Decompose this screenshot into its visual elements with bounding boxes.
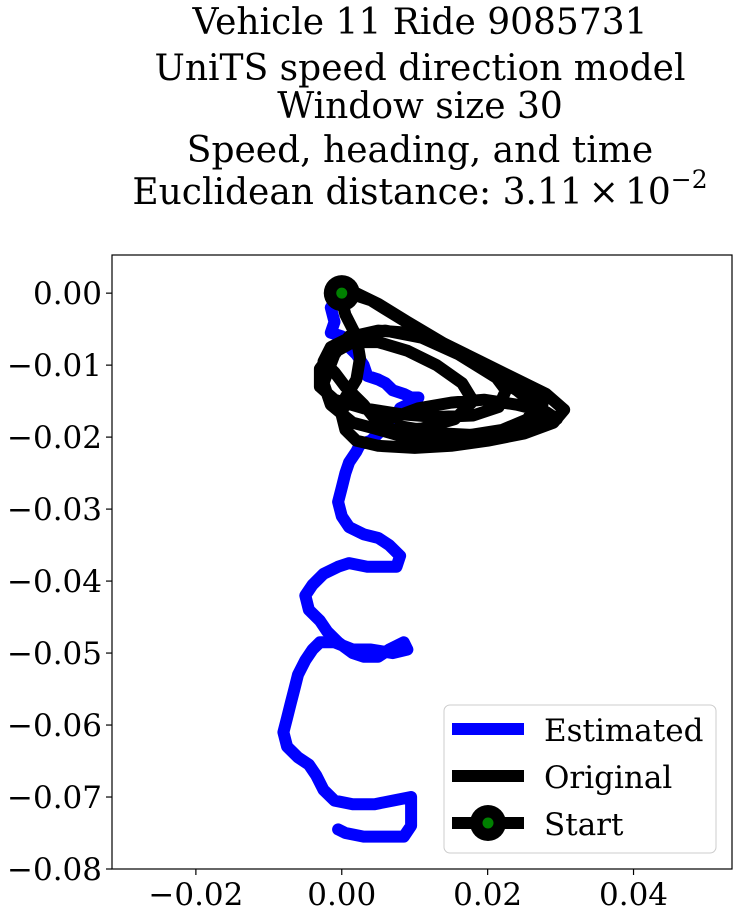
legend-label-estimated: Estimated xyxy=(544,713,703,749)
y-axis: 0.00 −0.01 −0.02 −0.03 −0.04 −0.05 −0.06 −0.07 −… xyxy=(7,276,112,888)
distance-exponent: −2 xyxy=(671,165,708,194)
legend-marker-start-center xyxy=(482,817,494,829)
axes-frame xyxy=(111,254,733,870)
y-tick-label: 0.00 xyxy=(33,276,102,312)
title-line: UniTS speed direction model xyxy=(155,48,686,89)
series-line-original xyxy=(313,287,571,454)
x-tick-label: 0.00 xyxy=(307,877,376,913)
y-tick-label: −0.08 xyxy=(7,852,102,888)
y-tick-label: −0.02 xyxy=(7,420,102,456)
distance-prefix: Euclidean distance: xyxy=(132,172,502,213)
y-tick-label: −0.01 xyxy=(7,348,102,384)
title-distance: Euclidean distance: 3.11 × 10−2 xyxy=(132,165,707,213)
title-line: Window size 30 xyxy=(277,86,563,127)
x-tick-label: 0.04 xyxy=(599,877,668,913)
legend-box xyxy=(443,704,717,854)
title-line: Vehicle 11 Ride 9085731 xyxy=(191,2,647,43)
x-tick-label: 0.02 xyxy=(453,877,522,913)
distance-base: 10 xyxy=(625,172,671,213)
y-tick-label: −0.04 xyxy=(7,564,102,600)
plot-area xyxy=(277,275,571,843)
legend-label-start: Start xyxy=(544,807,624,843)
x-axis: −0.02 0.00 0.02 0.04 xyxy=(148,869,668,913)
distance-mantissa: 3.11 xyxy=(503,172,583,213)
chart-title: Vehicle 11 Ride 9085731 UniTS speed dire… xyxy=(132,2,707,213)
distance-times: × xyxy=(589,172,619,213)
title-line: Speed, heading, and time xyxy=(187,130,653,171)
y-tick-label: −0.05 xyxy=(7,636,102,672)
legend-label-original: Original xyxy=(544,760,672,796)
legend: Estimated Original Start xyxy=(443,704,717,854)
series-line-estimated xyxy=(277,287,425,843)
y-tick-label: −0.03 xyxy=(7,492,102,528)
y-tick-label: −0.07 xyxy=(7,780,102,816)
y-tick-label: −0.06 xyxy=(7,708,102,744)
start-marker-center xyxy=(336,287,348,299)
x-tick-label: −0.02 xyxy=(148,877,243,913)
